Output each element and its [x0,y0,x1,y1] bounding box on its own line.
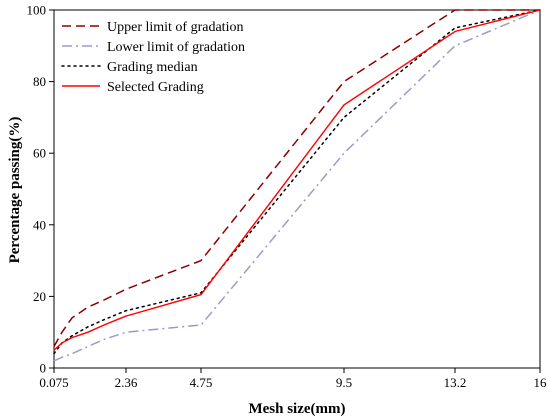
legend-label: Selected Grading [107,80,204,95]
series-line-1 [53,9,541,362]
y-tick-label: 80 [33,74,46,89]
series-line-2 [53,9,541,355]
x-axis-title: Mesh size(mm) [248,401,345,417]
series-layer [53,9,541,362]
x-tick-label: 16 [534,375,548,390]
x-tick-label: 9.5 [336,375,352,390]
y-tick-label: 20 [33,289,46,304]
y-axis: 0 20 40 60 80 100 [27,3,54,376]
plot-frame [53,9,541,369]
series-line-3 [53,9,541,351]
legend-label: Upper limit of gradation [107,20,243,35]
legend: Upper limit of gradation Lower limit of g… [61,20,245,95]
y-tick-label: 100 [27,3,47,18]
x-tick-label: 4.75 [190,375,213,390]
x-axis: 0.075 2.36 4.75 9.5 13.2 16 [39,368,547,390]
x-tick-label: 13.2 [444,375,467,390]
legend-label: Lower limit of gradation [107,40,245,55]
y-tick-label: 0 [40,361,47,376]
x-tick-label: 2.36 [115,375,138,390]
y-tick-label: 60 [33,146,46,161]
y-tick-label: 40 [33,217,46,232]
y-axis-title: Percentage passing(%) [7,117,23,264]
x-tick-label: 0.075 [39,375,68,390]
series-line-0 [53,9,540,347]
legend-label: Grading median [107,60,198,75]
plot-border [53,9,541,369]
